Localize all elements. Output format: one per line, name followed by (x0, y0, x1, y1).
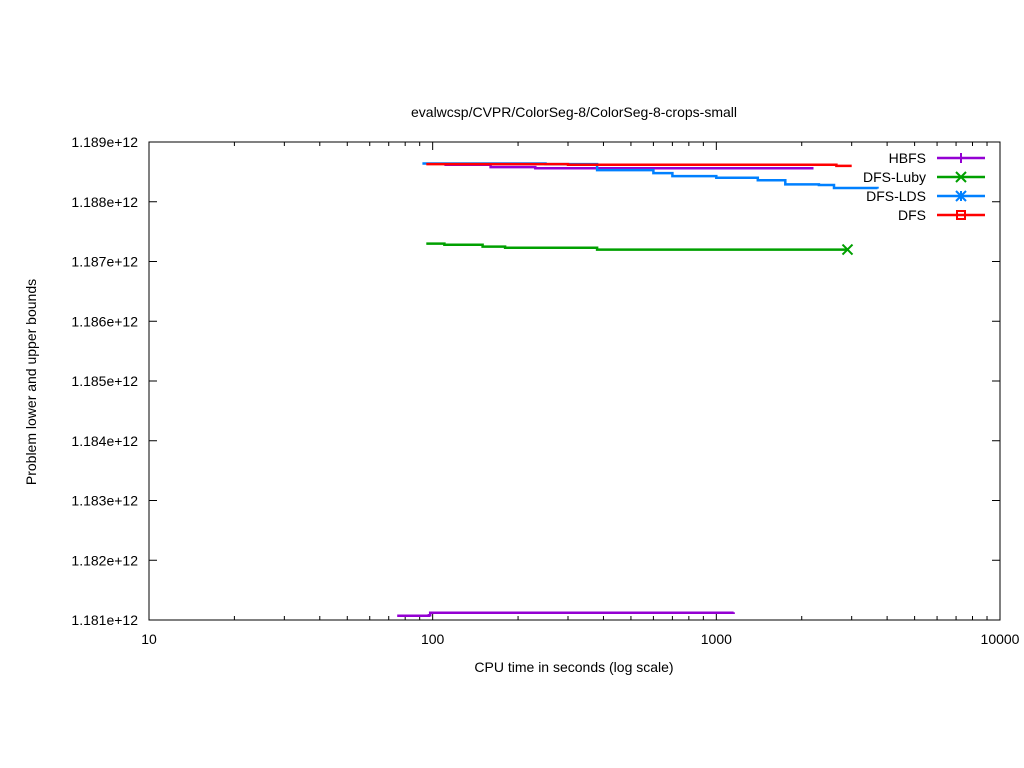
legend-marker-dfs-luby (955, 171, 967, 183)
y-tick-label: 1.182e+12 (71, 552, 138, 568)
y-tick-label: 1.187e+12 (71, 254, 138, 270)
legend-label-hbfs: HBFS (889, 150, 926, 166)
end-marker-dfs-luby (841, 243, 854, 256)
y-tick-label: 1.184e+12 (71, 433, 138, 449)
series-line-hbfs (397, 611, 735, 618)
series-line-dfs-lds (422, 162, 879, 190)
chart-title: evalwcsp/CVPR/ColorSeg-8/ColorSeg-8-crop… (411, 104, 737, 120)
y-tick-label: 1.183e+12 (71, 493, 138, 509)
legend-marker-dfs (956, 210, 966, 220)
x-axis-label: CPU time in seconds (log scale) (474, 659, 673, 675)
legend-label-dfs-luby: DFS-Luby (863, 169, 926, 185)
legend-marker-hbfs (956, 153, 966, 163)
x-tick-label: 100 (421, 631, 445, 647)
x-tick-label: 10000 (981, 631, 1020, 647)
series-line-dfs (426, 162, 852, 168)
y-tick-label: 1.181e+12 (71, 612, 138, 628)
legend-label-dfs-lds: DFS-LDS (866, 188, 926, 204)
series-line-dfs-luby (426, 242, 848, 251)
y-tick-label: 1.189e+12 (71, 134, 138, 150)
legend-marker-dfs-lds (955, 190, 967, 202)
axis-ticks: 1.181e+12 1.182e+12 1.183e+12 1.184e+12 1.18… (71, 134, 1019, 647)
plot-frame (148, 141, 1001, 621)
y-tick-label: 1.188e+12 (71, 194, 138, 210)
y-axis-label: Problem lower and upper bounds (23, 279, 39, 485)
legend-label-dfs: DFS (898, 207, 926, 223)
x-tick-label: 10 (141, 631, 157, 647)
legend: HBFS DFS-Luby DFS-LDS DFS (863, 150, 985, 223)
series-layer (397, 162, 879, 618)
y-tick-label: 1.186e+12 (71, 313, 138, 329)
x-tick-label: 1000 (701, 631, 732, 647)
y-tick-label: 1.185e+12 (71, 373, 138, 389)
